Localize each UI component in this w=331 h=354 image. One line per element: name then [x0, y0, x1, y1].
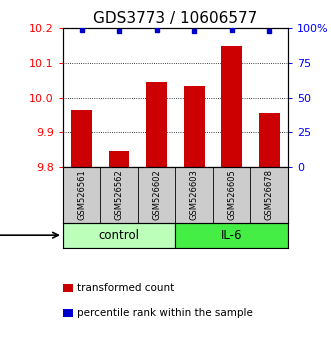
- Text: transformed count: transformed count: [77, 283, 174, 293]
- Text: GSM526602: GSM526602: [152, 170, 161, 220]
- Bar: [146, 82, 167, 167]
- Bar: [184, 86, 205, 167]
- Text: GSM526605: GSM526605: [227, 170, 236, 220]
- Bar: [71, 110, 92, 167]
- Text: control: control: [99, 229, 140, 242]
- Bar: [63, 223, 175, 248]
- Text: GSM526678: GSM526678: [265, 169, 274, 220]
- Bar: [175, 223, 288, 248]
- Bar: [109, 152, 129, 167]
- Text: IL-6: IL-6: [221, 229, 242, 242]
- Text: GSM526562: GSM526562: [115, 170, 124, 220]
- Text: GSM526603: GSM526603: [190, 169, 199, 220]
- Text: GSM526561: GSM526561: [77, 170, 86, 220]
- Title: GDS3773 / 10606577: GDS3773 / 10606577: [93, 11, 258, 26]
- Bar: [221, 46, 242, 167]
- Bar: [259, 113, 279, 167]
- Text: percentile rank within the sample: percentile rank within the sample: [77, 308, 253, 318]
- Text: agent: agent: [0, 229, 58, 242]
